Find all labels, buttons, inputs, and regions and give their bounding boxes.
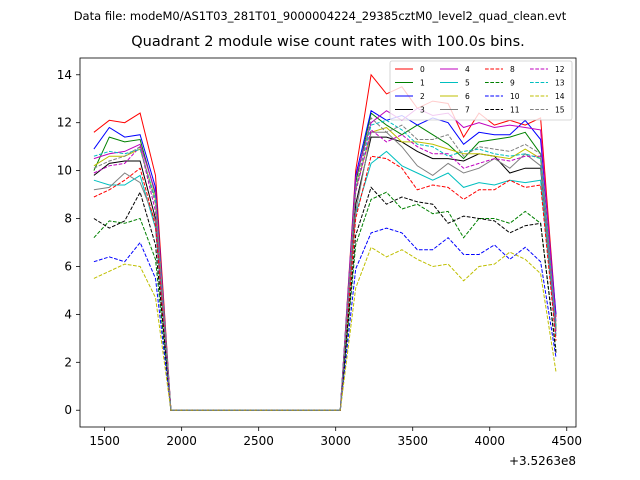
legend-label-9: 9 [510,79,515,88]
series-lines [93,73,557,411]
x-tick-label: 3500 [397,434,428,448]
series-line-8 [93,155,557,411]
y-tick-label: 2 [64,355,72,369]
y-tick-label: 10 [57,164,72,178]
legend-label-0: 0 [420,65,425,74]
legend-label-8: 8 [510,65,515,74]
axes-frame [79,57,577,428]
series-line-1 [93,112,557,411]
legend-label-4: 4 [465,65,470,74]
legend-label-3: 3 [420,106,425,115]
x-tick-label: 4500 [551,434,582,448]
x-tick-label: 1500 [89,434,120,448]
x-tick-label: 2000 [166,434,197,448]
legend-label-11: 11 [510,106,520,115]
series-line-7 [93,131,557,411]
legend-label-7: 7 [465,106,470,115]
legend-label-10: 10 [510,92,520,101]
legend-label-5: 5 [465,79,470,88]
x-tick-label: 2500 [243,434,274,448]
y-tick-label: 8 [64,212,72,226]
data-file-label: Data file: modeM0/AS1T03_281T01_90000042… [73,9,567,23]
legend-label-13: 13 [555,79,565,88]
x-tick-label: 3000 [320,434,351,448]
legend-label-12: 12 [555,65,565,74]
series-line-2 [93,109,557,411]
legend-label-14: 14 [555,92,565,101]
y-tick-label: 14 [57,68,72,82]
series-line-14 [93,246,557,411]
x-tick-label: 4000 [474,434,505,448]
legend-label-1: 1 [420,79,425,88]
x-offset-text: +3.5263e8 [509,454,576,468]
series-line-12 [93,129,557,411]
legend-label-6: 6 [465,92,470,101]
series-line-5 [93,150,557,411]
y-tick-label: 12 [57,116,72,130]
series-line-15 [93,116,557,411]
y-tick-label: 6 [64,259,72,273]
y-tick-label: 4 [64,307,72,321]
series-line-6 [93,126,557,411]
legend-label-2: 2 [420,92,425,101]
legend-label-15: 15 [555,106,565,115]
legend-box [389,60,573,121]
y-tick-label: 0 [64,403,72,417]
series-line-3 [93,136,557,411]
chart-title: Quadrant 2 module wise count rates with … [131,34,525,50]
series-line-4 [93,107,557,411]
